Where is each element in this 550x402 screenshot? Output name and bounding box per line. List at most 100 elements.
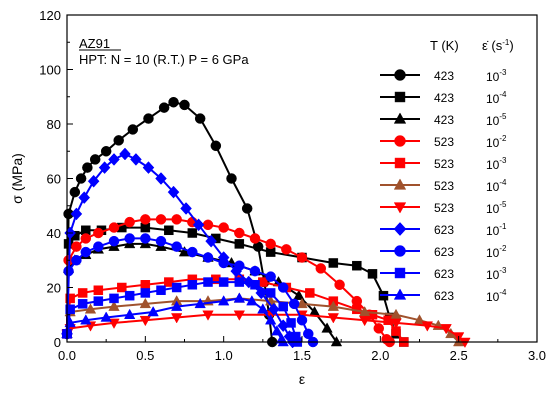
data-point	[180, 202, 192, 215]
data-point	[327, 313, 340, 324]
data-point	[267, 302, 280, 316]
data-point	[71, 241, 82, 252]
series-623K-rate--3	[62, 277, 303, 347]
data-point	[142, 161, 155, 174]
data-point	[147, 306, 159, 317]
data-point	[171, 241, 182, 252]
legend-temperature: 523	[434, 201, 454, 215]
legend-marker	[393, 112, 407, 124]
data-point	[249, 265, 261, 277]
data-point	[421, 321, 434, 332]
legend-entry: 623 10-1	[380, 222, 507, 238]
data-point	[119, 147, 131, 161]
data-point	[117, 282, 127, 293]
data-point	[93, 241, 104, 252]
legend-entry: 623 10-3	[380, 266, 507, 282]
data-point	[113, 135, 124, 146]
data-point	[277, 335, 289, 347]
series-623K-rate--2	[61, 233, 319, 348]
data-point	[202, 310, 214, 321]
data-point	[124, 233, 135, 244]
data-point	[233, 310, 246, 321]
data-point	[139, 315, 152, 327]
data-point	[367, 269, 378, 279]
data-point	[187, 246, 198, 258]
data-point	[315, 263, 327, 274]
data-point	[140, 233, 151, 244]
data-point	[264, 314, 277, 325]
data-point	[80, 246, 92, 258]
legend-marker	[394, 157, 406, 169]
data-point	[75, 173, 87, 184]
legend-marker	[394, 69, 406, 81]
legend-strain-rate: 10-4	[486, 288, 507, 304]
legend-marker	[393, 202, 407, 214]
data-point	[140, 280, 151, 290]
legend-temperature: 423	[434, 69, 454, 83]
data-point	[257, 303, 269, 314]
data-point	[217, 295, 230, 306]
legend-strain-rate: 10-3	[486, 156, 507, 172]
data-point	[171, 282, 182, 293]
data-point	[139, 297, 152, 309]
x-tick-label: 1.5	[293, 348, 311, 363]
legend-temperature: 423	[434, 113, 454, 127]
legend-header-strain-rate: ε̇ (s-1)	[482, 38, 514, 53]
y-tick-label: 120	[39, 8, 61, 23]
data-point	[155, 235, 167, 247]
legend-strain-rate: 10-2	[486, 244, 507, 260]
data-point	[156, 285, 166, 295]
data-point	[293, 289, 305, 300]
data-point	[65, 304, 75, 315]
data-point	[63, 265, 74, 277]
data-point	[84, 303, 97, 314]
x-tick-label: 0.5	[136, 348, 154, 363]
data-point	[80, 233, 92, 244]
axis-ticks: 0.0 0.5 1.0 1.5 2.0 2.5 3.0 0 20 40 60 80 100 120	[39, 8, 546, 363]
legend-marker	[394, 245, 406, 257]
legend-entry: 523 10-5	[380, 200, 507, 216]
data-point	[108, 222, 120, 233]
legend-marker	[393, 288, 407, 300]
y-tick-label: 100	[39, 63, 61, 78]
x-axis-label: ε	[299, 371, 305, 387]
data-point	[265, 288, 276, 298]
data-point	[93, 296, 104, 306]
series-line	[66, 242, 338, 343]
data-point	[187, 228, 198, 238]
legend-temperature: 523	[434, 135, 454, 149]
data-point	[303, 328, 314, 340]
x-tick-label: 3.0	[528, 348, 546, 363]
legend-strain-rate: 10-3	[486, 266, 507, 282]
legend-strain-rate: 10-3	[486, 68, 507, 84]
data-point	[168, 96, 179, 108]
data-point	[77, 299, 88, 309]
data-point	[218, 257, 229, 269]
legend-header-temperature: T (K)	[430, 38, 459, 53]
data-point	[234, 260, 245, 271]
data-point	[202, 252, 214, 263]
legend-entry: 423 10-5	[380, 112, 507, 128]
data-point	[296, 314, 308, 326]
legend-strain-rate: 10-2	[486, 134, 507, 150]
data-point	[358, 315, 371, 327]
data-point	[296, 297, 308, 309]
data-point	[100, 146, 112, 157]
data-point	[327, 300, 340, 311]
data-point	[167, 185, 180, 199]
data-point	[93, 285, 104, 295]
data-point	[109, 293, 119, 304]
y-tick-label: 40	[47, 226, 61, 241]
data-point	[98, 161, 111, 174]
x-tick-label: 0.0	[58, 348, 76, 363]
data-point	[93, 227, 104, 239]
data-point	[194, 113, 206, 124]
data-point	[281, 244, 292, 255]
data-point	[218, 222, 229, 233]
data-point	[205, 234, 217, 248]
data-point	[70, 207, 83, 221]
condition-label: HPT: N = 10 (R.T.) P = 6 GPa	[79, 52, 249, 67]
data-point	[296, 252, 308, 263]
y-tick-label: 60	[47, 172, 61, 187]
